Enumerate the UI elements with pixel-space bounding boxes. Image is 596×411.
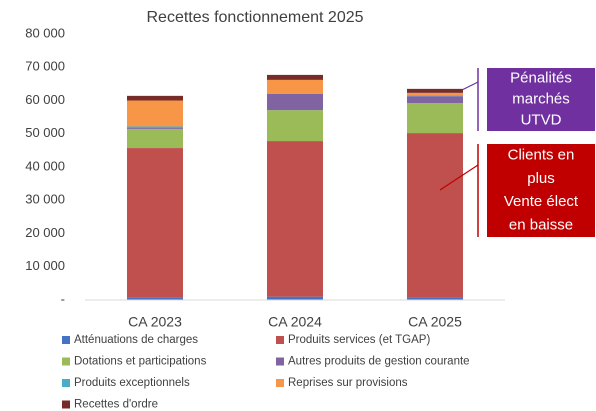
y-tick-label: -: [61, 291, 65, 306]
bar-segment: [127, 129, 183, 149]
annotation-text: en baisse: [509, 216, 573, 233]
bar-segment: [127, 128, 183, 130]
annotation-text: Clients en: [508, 147, 575, 164]
x-tick-label: CA 2024: [268, 314, 322, 330]
annotation-text: plus: [527, 170, 555, 187]
bar-segment: [127, 126, 183, 129]
legend-label: Recettes d'ordre: [74, 399, 158, 411]
bar-segment: [127, 297, 183, 300]
annotation-box: [487, 68, 595, 131]
bar-segment: [407, 88, 463, 93]
legend-swatch: [62, 357, 70, 366]
legend-label: Atténuations de charges: [74, 334, 198, 346]
bar-segment: [127, 148, 183, 298]
x-tick-label: CA 2025: [408, 314, 462, 330]
bar-segment: [267, 93, 323, 94]
bar-segment: [407, 133, 463, 298]
annotation-text: Pénalités: [510, 69, 572, 86]
legend-label: Reprises sur provisions: [288, 377, 408, 389]
y-tick-label: 80 000: [25, 25, 65, 40]
bar-segment: [267, 296, 323, 300]
bar-segment: [407, 95, 463, 97]
x-tick-label: CA 2023: [128, 314, 182, 330]
annotation-text: UTVD: [521, 111, 562, 128]
bar-segment: [407, 92, 463, 96]
legend-swatch: [62, 400, 70, 409]
y-tick-label: 30 000: [25, 192, 65, 207]
bar-segment: [267, 110, 323, 142]
legend-label: Autres produits de gestion courante: [288, 356, 470, 368]
legend-label: Produits services (et TGAP): [288, 334, 430, 346]
bar-segment: [407, 297, 463, 300]
y-tick-label: 20 000: [25, 225, 65, 240]
y-tick-label: 60 000: [25, 92, 65, 107]
legend-swatch: [276, 379, 284, 387]
y-tick-label: 70 000: [25, 59, 65, 74]
bar-segment: [267, 74, 323, 80]
bar-segment: [127, 100, 183, 127]
bar-segment: [407, 103, 463, 134]
y-tick-label: 50 000: [25, 125, 65, 140]
bar-segment: [267, 79, 323, 94]
chart-title: Recettes fonctionnement 2025: [146, 9, 363, 26]
bar-segment: [127, 95, 183, 101]
y-tick-label: 10 000: [25, 258, 65, 273]
legend-swatch: [62, 379, 70, 387]
annotation-box: [487, 144, 595, 237]
annotation-text: Vente élect: [504, 193, 579, 210]
bar-segment: [267, 141, 323, 297]
bar-segment: [407, 96, 463, 104]
legend-swatch: [62, 336, 70, 344]
legend-label: Produits exceptionnels: [74, 377, 190, 389]
legend-label: Dotations et participations: [74, 356, 207, 368]
legend-swatch: [276, 357, 284, 366]
legend-swatch: [276, 336, 284, 344]
annotation-text: marchés: [512, 90, 570, 107]
y-tick-label: 40 000: [25, 158, 65, 173]
bar-segment: [267, 93, 323, 111]
annotation-leader: [461, 81, 479, 91]
annotation-leader: [439, 164, 479, 191]
